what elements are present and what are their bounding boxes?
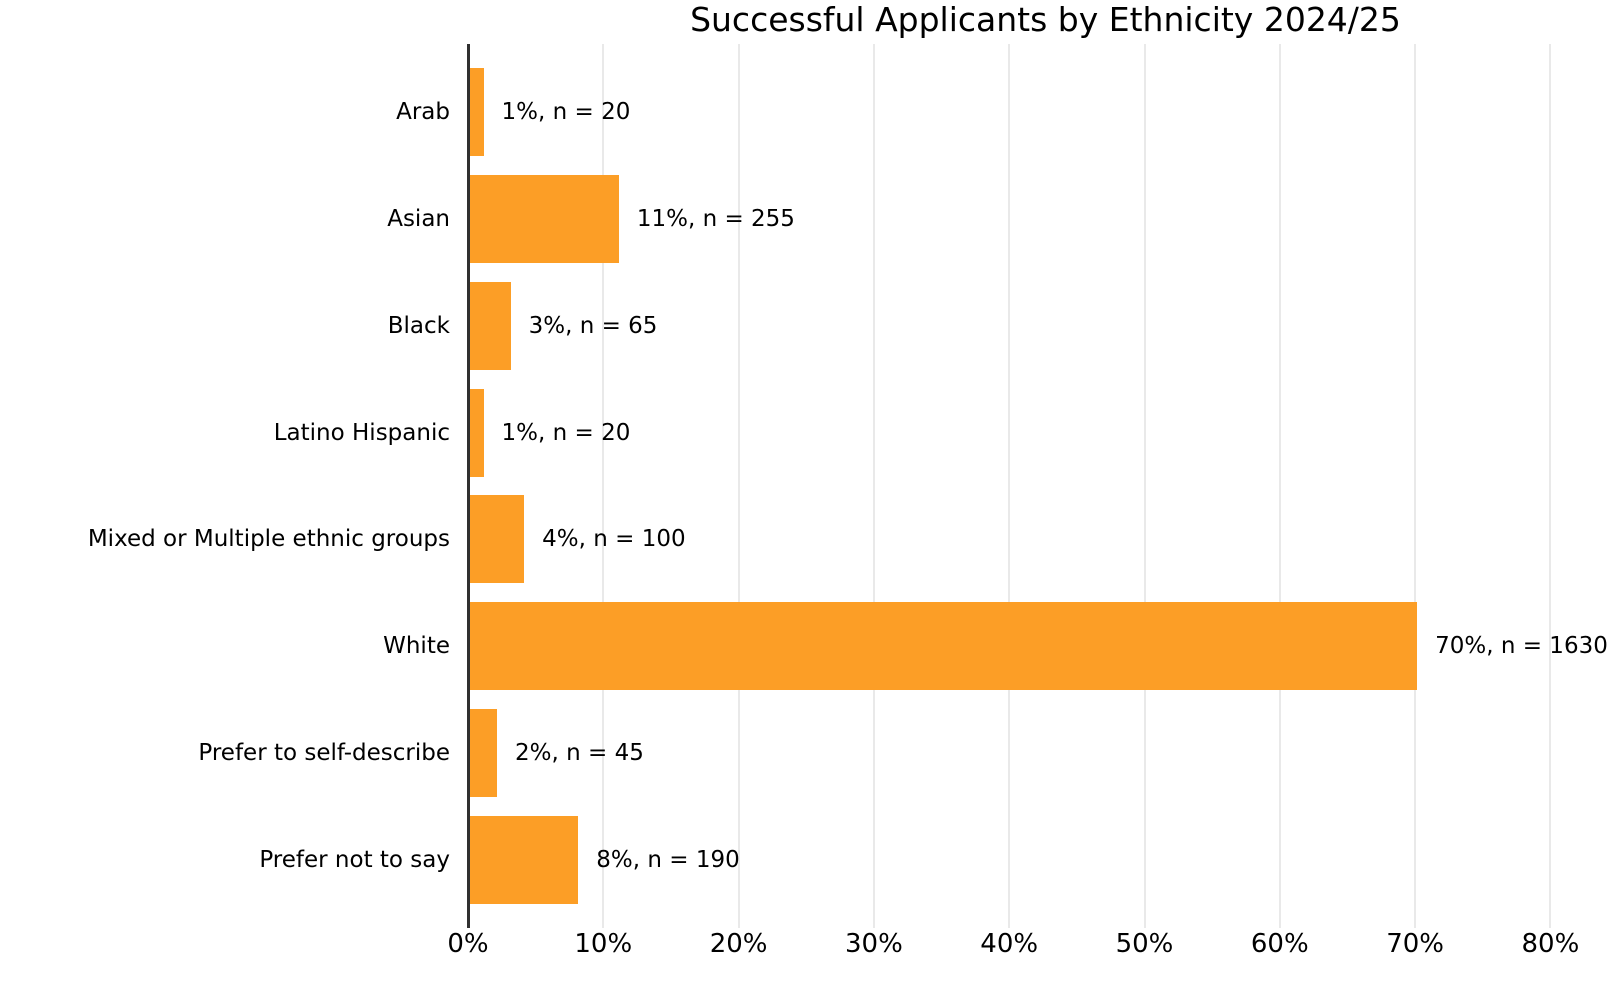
gridline [1143, 44, 1146, 928]
bar-latino-hispanic [470, 388, 484, 477]
bar-asian [470, 175, 619, 264]
chart-title: Successful Applicants by Ethnicity 2024/… [690, 0, 1401, 39]
bar-value-label-black: 3%, n = 65 [528, 312, 658, 339]
category-label-black: Black [387, 312, 450, 339]
gridline [1549, 44, 1552, 928]
category-label-latino-hispanic: Latino Hispanic [273, 419, 450, 446]
plot-area [467, 44, 1623, 928]
gridline [872, 44, 875, 928]
bar-white [470, 602, 1418, 691]
category-label-asian: Asian [387, 206, 450, 233]
x-tick-label-20pct: 20% [709, 929, 768, 959]
gridline [1008, 44, 1011, 928]
gridline [602, 44, 605, 928]
bar-mixed-or-multiple-ethnic-groups [470, 495, 525, 584]
x-tick-label-60pct: 60% [1250, 929, 1309, 959]
bar-prefer-not-to-say [470, 815, 579, 904]
x-tick-label-30pct: 30% [844, 929, 903, 959]
category-label-mixed-or-multiple-ethnic-groups: Mixed or Multiple ethnic groups [87, 526, 450, 553]
gridline [1278, 44, 1281, 928]
category-label-white: White [383, 633, 450, 660]
gridline [737, 44, 740, 928]
bar-value-label-prefer-to-self-describe: 2%, n = 45 [515, 739, 644, 766]
bar-black [470, 281, 511, 370]
x-tick-label-50pct: 50% [1115, 929, 1174, 959]
gridline [1414, 44, 1417, 928]
bar-value-label-latino-hispanic: 1%, n = 20 [501, 419, 631, 446]
x-tick-label-80pct: 80% [1521, 929, 1580, 959]
bar-arab [470, 68, 484, 157]
category-label-prefer-to-self-describe: Prefer to self-describe [198, 739, 450, 766]
category-label-arab: Arab [396, 99, 450, 126]
bar-prefer-to-self-describe [470, 708, 498, 797]
bar-value-label-asian: 11%, n = 255 [636, 206, 795, 233]
x-tick-label-0pct: 0% [447, 929, 489, 959]
category-label-prefer-not-to-say: Prefer not to say [259, 846, 450, 873]
x-tick-label-40pct: 40% [980, 929, 1039, 959]
bar-value-label-prefer-not-to-say: 8%, n = 190 [596, 846, 740, 873]
x-tick-label-70pct: 70% [1386, 929, 1444, 959]
bar-value-label-arab: 1%, n = 20 [501, 99, 631, 126]
bar-value-label-white: 70%, n = 1630 [1435, 633, 1608, 660]
y-axis-line [467, 44, 470, 928]
x-tick-label-10pct: 10% [574, 929, 633, 959]
bar-value-label-mixed-or-multiple-ethnic-groups: 4%, n = 100 [542, 526, 686, 553]
